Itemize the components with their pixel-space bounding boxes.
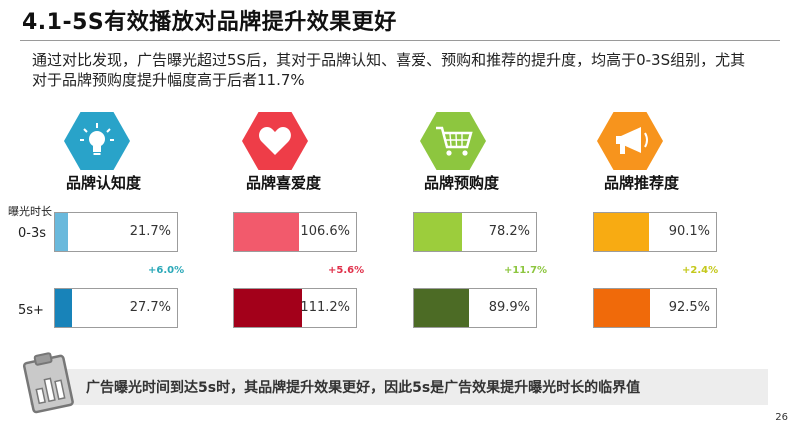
bar-5s-brand-recommendation: 92.5%	[593, 288, 717, 328]
bar-fill	[55, 289, 72, 327]
bar-0-3s-brand-purchase-intent: 78.2%	[413, 212, 537, 252]
bar-0-3s-brand-recommendation: 90.1%	[593, 212, 717, 252]
bar-fill	[594, 213, 649, 251]
subtitle: 通过对比发现，广告曝光超过5S后，其对于品牌认知、喜爱、预购和推荐的提升度，均高…	[32, 51, 746, 89]
conclusion-text: 广告曝光时间到达5s时，其品牌提升效果更好，因此5s是广告效果提升曝光时长的临界…	[86, 380, 641, 396]
row-header: 曝光时长	[8, 205, 52, 218]
megaphone-icon	[597, 112, 663, 170]
bar-0-3s-brand-favorability: 106.6%	[233, 212, 357, 252]
category-label: 品牌喜爱度	[246, 174, 322, 192]
data-label: 27.7%	[129, 300, 171, 315]
data-label: 90.1%	[668, 224, 710, 239]
heart-icon	[242, 112, 308, 170]
page-number: 26	[775, 412, 788, 423]
bar-fill	[594, 289, 651, 327]
data-label: 92.5%	[668, 300, 710, 315]
bar-5s-brand-awareness: 27.7%	[54, 288, 178, 328]
series-label: 5s+	[18, 303, 44, 318]
title-divider	[20, 40, 780, 41]
data-label: 106.6%	[300, 224, 350, 239]
bar-fill	[234, 213, 300, 251]
category-label: 品牌推荐度	[604, 174, 680, 192]
category-label: 品牌认知度	[66, 174, 142, 192]
shopping-cart-icon	[420, 112, 486, 170]
bar-fill	[55, 213, 69, 251]
data-label: 111.2%	[300, 300, 350, 315]
conclusion-banner: 广告曝光时间到达5s时，其品牌提升效果更好，因此5s是广告效果提升曝光时长的临界…	[30, 369, 768, 405]
delta-label: +11.7%	[504, 265, 548, 276]
page-title: 4.1-5S有效播放对品牌提升效果更好	[22, 10, 397, 35]
bar-0-3s-brand-awareness: 21.7%	[54, 212, 178, 252]
bar-fill	[234, 289, 302, 327]
bar-fill	[414, 289, 469, 327]
bar-5s-brand-purchase-intent: 89.9%	[413, 288, 537, 328]
lightbulb-icon	[64, 112, 130, 170]
data-label: 89.9%	[488, 300, 530, 315]
delta-label: +5.6%	[328, 265, 365, 276]
clipboard-chart-icon	[16, 349, 80, 415]
delta-label: +2.4%	[682, 265, 719, 276]
data-label: 21.7%	[129, 224, 171, 239]
delta-label: +6.0%	[148, 265, 185, 276]
category-label: 品牌预购度	[424, 174, 500, 192]
series-label: 0-3s	[18, 226, 47, 241]
bar-5s-brand-favorability: 111.2%	[233, 288, 357, 328]
data-label: 78.2%	[488, 224, 530, 239]
bar-fill	[414, 213, 462, 251]
